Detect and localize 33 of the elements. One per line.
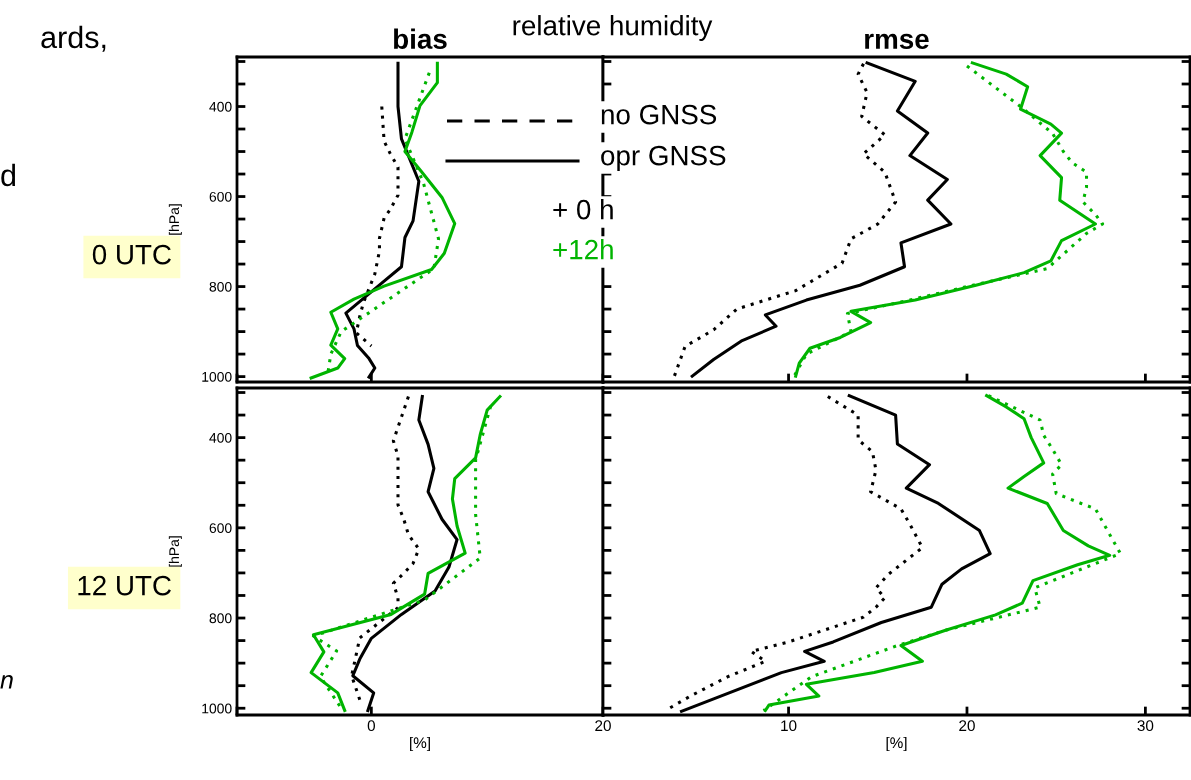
text: relative humidity xyxy=(513,15,713,41)
line-series xyxy=(351,395,459,713)
annotation: opr GNSS xyxy=(601,145,726,171)
y-tick-label: 600 xyxy=(209,523,232,533)
y-tick-label: 400 xyxy=(209,101,232,112)
text: n xyxy=(0,675,13,689)
text: ards, xyxy=(41,25,106,52)
x-tick-label: 30 xyxy=(1137,720,1154,732)
chart-title: bias xyxy=(394,28,447,49)
x-tick-label: 0 xyxy=(367,720,376,732)
annotation: +12h xyxy=(553,239,613,260)
y-tick-label: 1000 xyxy=(202,371,232,382)
annotation: no GNSS xyxy=(601,104,717,125)
text: 12 UTC xyxy=(78,575,171,596)
x-tick-label: 20 xyxy=(959,720,975,732)
y-tick-label: 1000 xyxy=(202,703,232,714)
y-tick-label: 400 xyxy=(209,432,232,443)
x-tick-label: 20 xyxy=(595,720,611,732)
y-tick-label: 800 xyxy=(209,281,232,292)
y-axis-title: [hPa] xyxy=(168,536,182,567)
text: d xyxy=(1,163,16,187)
x-axis-title: [%] xyxy=(410,736,430,752)
y-tick-label: 600 xyxy=(209,191,232,202)
y-tick-label: 800 xyxy=(209,613,232,624)
line-series xyxy=(309,61,457,380)
line-series xyxy=(354,104,400,348)
line-series xyxy=(344,61,421,379)
x-axis-title: [%] xyxy=(886,736,907,752)
annotation: + 0 h xyxy=(553,199,613,220)
text: 0 UTC xyxy=(92,244,171,265)
chart-title: rmse xyxy=(865,33,929,49)
y-axis-title: [hPa] xyxy=(168,204,182,235)
x-tick-label: 10 xyxy=(781,720,797,732)
